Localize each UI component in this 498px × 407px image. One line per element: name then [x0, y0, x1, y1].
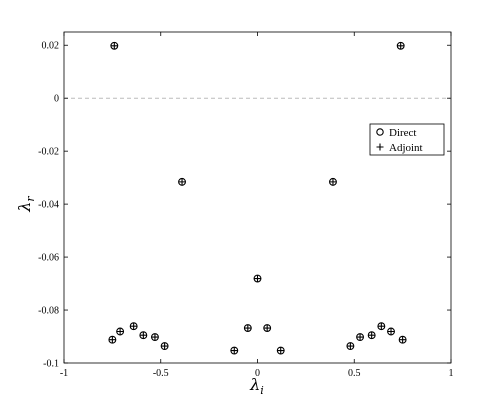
adjoint-point	[346, 342, 354, 350]
adjoint-point	[254, 275, 261, 282]
adjoint-point	[178, 178, 186, 186]
data-markers	[108, 41, 407, 355]
y-tick-label: -0.08	[38, 306, 59, 317]
y-axis-label: λr	[15, 196, 37, 213]
adjoint-point	[377, 322, 385, 330]
y-tick-label: -0.02	[38, 147, 59, 158]
adjoint-point	[151, 333, 159, 341]
adjoint-point	[397, 42, 405, 50]
adjoint-point	[116, 328, 124, 335]
adjoint-point	[399, 336, 407, 344]
adjoint-point	[329, 178, 337, 186]
legend-direct-label: Direct	[389, 127, 416, 139]
adjoint-point	[263, 324, 271, 332]
y-tick-label: -0.06	[38, 253, 59, 264]
adjoint-point	[230, 347, 238, 354]
legend-adjoint-marker	[376, 143, 384, 151]
plot-frame	[63, 31, 452, 364]
x-tick-label: 0	[255, 368, 260, 379]
adjoint-point	[356, 333, 364, 341]
adjoint-point	[244, 324, 252, 332]
y-tick-label: -0.04	[38, 200, 59, 211]
x-tick-label: 0.5	[348, 368, 361, 379]
legend: Direct Adjoint	[369, 123, 445, 156]
legend-direct-marker	[376, 128, 384, 136]
y-tick-label: 0	[54, 94, 59, 105]
y-tick-label: 0.02	[42, 41, 60, 52]
y-tick-label: -0.1	[43, 359, 59, 370]
x-axis-label: λi	[249, 375, 264, 397]
x-tick-label: -0.5	[153, 368, 169, 379]
legend-adjoint-label: Adjoint	[389, 142, 423, 154]
adjoint-point	[161, 342, 169, 350]
adjoint-point	[277, 347, 285, 354]
adjoint-point	[110, 42, 118, 50]
adjoint-point	[130, 322, 138, 330]
plot-area	[63, 31, 452, 364]
x-tick-label: 1	[449, 368, 454, 379]
y-axis-ticks: 0.02 0 -0.02 -0.04 -0.06 -0.08 -0.1	[38, 41, 451, 370]
x-axis-ticks: -1 -0.5 0 0.5 1	[60, 32, 454, 379]
x-tick-label: -1	[60, 368, 68, 379]
adjoint-point	[387, 328, 395, 335]
adjoint-point	[139, 331, 147, 339]
adjoint-point	[108, 336, 116, 344]
adjoint-point	[368, 331, 376, 339]
